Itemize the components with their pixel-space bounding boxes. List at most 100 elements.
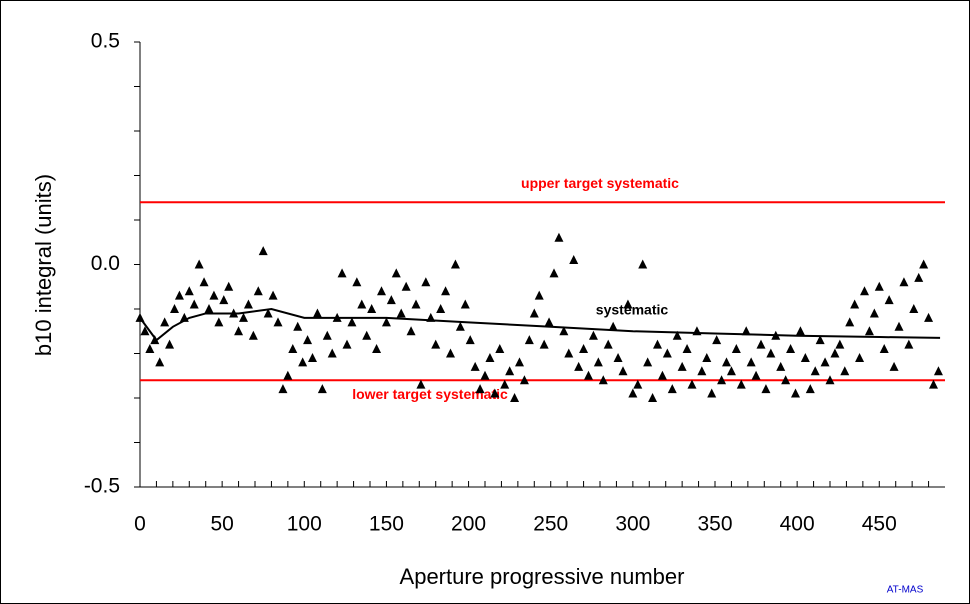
scatter-point [791, 388, 800, 398]
scatter-point [588, 330, 598, 340]
scatter-point [805, 384, 815, 394]
scatter-point [243, 299, 253, 309]
scatter-point [800, 352, 810, 362]
scatter-point [919, 259, 929, 269]
scatter-point [524, 335, 534, 345]
scatter-point [751, 370, 761, 380]
scatter-point [372, 344, 382, 354]
scatter-point [929, 379, 938, 389]
scatter-point [845, 317, 855, 327]
scatter-point [662, 348, 672, 358]
scatter-point [864, 326, 874, 336]
scatter-point [810, 366, 820, 376]
scatter-point [781, 375, 791, 385]
scatter-point [623, 299, 633, 309]
scatter-point [835, 339, 845, 349]
scatter-point [820, 357, 830, 367]
scatter-point [234, 326, 244, 336]
scatter-point [549, 268, 559, 278]
reference-label: upper target systematic [521, 175, 679, 191]
scatter-point [150, 335, 160, 345]
scatter-point [377, 286, 386, 296]
scatter-point [194, 259, 204, 269]
scatter-point [406, 326, 416, 336]
scatter-point [401, 281, 411, 291]
scatter-point [722, 357, 731, 367]
scatter-point [613, 352, 623, 362]
scatter-point [510, 393, 520, 402]
y-tick-label: 0.0 [91, 252, 120, 275]
x-tick-label: 50 [210, 513, 233, 536]
scatter-point [357, 299, 367, 309]
scatter-point [643, 357, 653, 367]
x-tick-label: 200 [451, 513, 486, 536]
scatter-point [263, 308, 273, 318]
scatter-point [381, 317, 391, 327]
scatter-point [593, 357, 603, 367]
x-tick-label: 400 [780, 513, 815, 536]
y-axis-title: b10 integral (units) [31, 174, 56, 356]
scatter-point [815, 335, 825, 345]
scatter-point [411, 299, 421, 309]
scatter-point [273, 317, 283, 327]
scatter-point [850, 299, 860, 309]
scatter-point [697, 366, 707, 376]
scatter-point [293, 321, 303, 331]
scatter-point [554, 232, 564, 242]
scatter-point [756, 339, 766, 349]
scatter-point [618, 366, 628, 376]
scatter-point [840, 366, 850, 376]
scatter-point [189, 299, 199, 309]
scatter-point [160, 317, 170, 327]
scatter-point [830, 348, 840, 358]
scatter-point [712, 335, 722, 345]
scatter-point [367, 304, 377, 313]
scatter-point [391, 268, 401, 278]
scatter-point [539, 339, 549, 349]
scatter-point [579, 344, 589, 354]
scatter-point [174, 290, 184, 300]
scatter-point [569, 255, 579, 265]
scatter-point [869, 308, 879, 318]
scatter-point [386, 295, 396, 305]
scatter-point [145, 344, 155, 354]
x-tick-label: 100 [287, 513, 322, 536]
y-tick-label: -0.5 [84, 475, 120, 498]
scatter-point [909, 304, 919, 313]
scatter-point [214, 317, 224, 327]
scatter-point [529, 308, 539, 318]
scatter-point [303, 335, 313, 345]
scatter-point [327, 348, 337, 358]
scatter-point [731, 344, 741, 354]
x-tick-label: 0 [134, 513, 146, 536]
scatter-point [904, 339, 914, 349]
scatter-point [736, 379, 746, 389]
scatter-point [505, 366, 515, 376]
scatter-point [209, 290, 219, 300]
scatter-point [337, 268, 347, 278]
reference-label: lower target systematic [352, 386, 508, 402]
scatter-point [687, 379, 697, 389]
scatter-point [786, 344, 796, 354]
scatter-point [253, 286, 263, 296]
scatter-point [268, 290, 278, 300]
scatter-point [761, 384, 771, 394]
scatter-point [633, 379, 643, 389]
scatter-point [746, 357, 756, 367]
scatter-point [608, 321, 618, 331]
scatter-point [416, 379, 426, 389]
scatter-point [441, 286, 451, 296]
scatter-point [766, 348, 776, 358]
scatter-point [155, 357, 165, 367]
scatter-point [628, 388, 638, 398]
scatter-point [470, 361, 480, 371]
scatter-point [475, 384, 485, 394]
y-tick-label: 0.5 [91, 30, 120, 53]
scatter-point [480, 370, 490, 380]
scatter-point [248, 330, 258, 340]
scatter-point [199, 277, 209, 287]
scatter-point [362, 330, 372, 340]
scatter-point [874, 281, 884, 291]
scatter-point [436, 304, 446, 313]
